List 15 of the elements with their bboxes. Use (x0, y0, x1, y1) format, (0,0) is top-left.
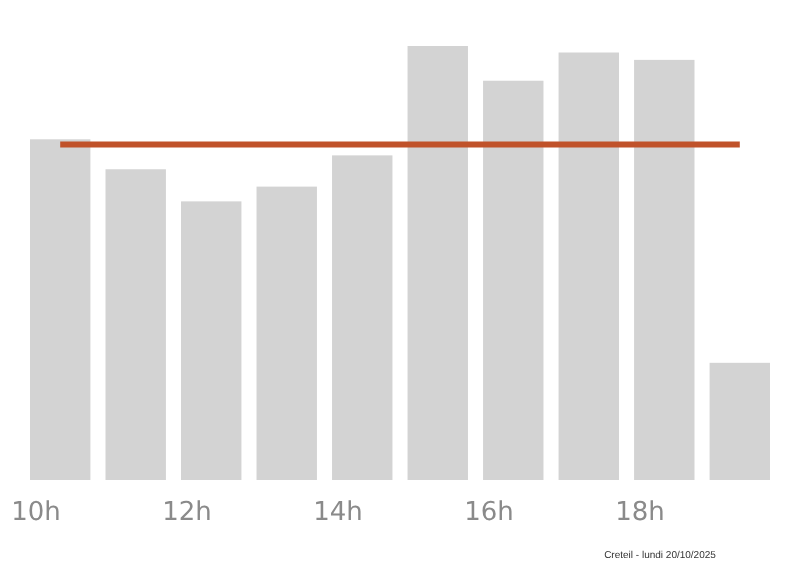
x-tick-label: 10h (11, 498, 61, 528)
bar (105, 169, 166, 480)
bar (558, 52, 619, 480)
x-tick-label: 18h (615, 498, 665, 528)
bar (709, 362, 770, 480)
bar (30, 139, 91, 480)
bar (332, 155, 393, 480)
bar (181, 201, 242, 480)
x-tick-label: 14h (313, 498, 363, 528)
x-tick-label: 12h (162, 498, 212, 528)
bar (407, 46, 468, 480)
bar (256, 186, 317, 480)
bar (483, 80, 544, 480)
bar (634, 59, 695, 480)
x-tick-label: 16h (464, 498, 514, 528)
